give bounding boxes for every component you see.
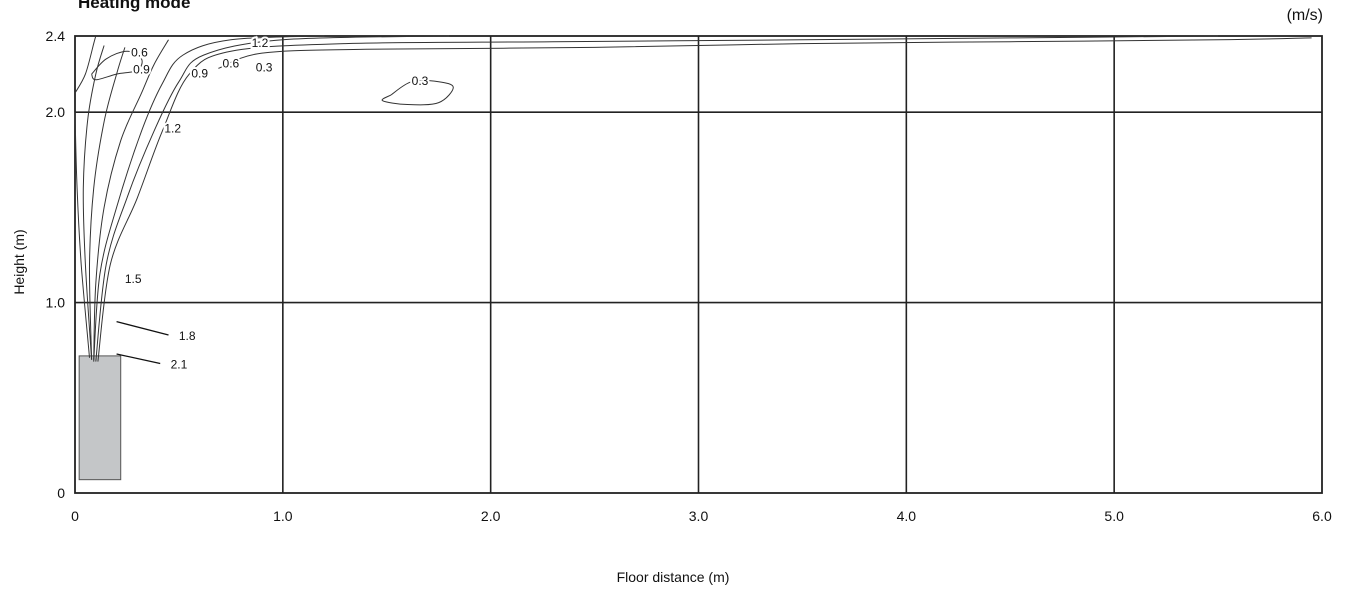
contour-label: 0.6	[223, 57, 240, 71]
x-tick-label: 1.0	[273, 508, 293, 524]
contour-line	[91, 50, 143, 81]
contour-label: 0.3	[412, 74, 429, 88]
x-axis-label: Floor distance (m)	[616, 569, 730, 585]
contour-line	[74, 35, 97, 94]
contour-line	[74, 112, 90, 358]
y-tick-label: 2.4	[46, 28, 66, 44]
x-tick-label: 3.0	[689, 508, 709, 524]
contour-line	[381, 79, 454, 106]
contour-line	[97, 35, 1219, 362]
leader-line	[116, 320, 169, 336]
leader-line	[116, 353, 161, 365]
contour-line	[93, 39, 169, 360]
x-tick-label: 5.0	[1104, 508, 1124, 524]
plot-frame	[74, 35, 1323, 494]
x-tick-label: 2.0	[481, 508, 501, 524]
y-axis-label: Height (m)	[11, 229, 27, 295]
y-tick-label: 0	[57, 485, 65, 501]
contour-label: 0.6	[131, 45, 148, 59]
contour-label: 1.2	[252, 36, 269, 50]
contour-label: 0.9	[133, 62, 150, 76]
contour-line	[82, 45, 105, 360]
contour-label: 1.8	[179, 329, 196, 343]
chart-title: Heating mode	[78, 0, 191, 12]
contour-label: 0.9	[191, 66, 208, 80]
y-tick-label: 2.0	[46, 104, 66, 120]
contour-label: 1.2	[164, 121, 181, 135]
contour-line	[93, 35, 325, 362]
y-tick-label: 1.0	[46, 295, 66, 311]
contour-line	[95, 35, 450, 362]
contour-label: 2.1	[171, 358, 188, 372]
x-tick-label: 0	[71, 508, 79, 524]
contour-label: 1.5	[125, 272, 142, 286]
contour-label: 0.3	[256, 61, 273, 75]
x-tick-label: 6.0	[1312, 508, 1332, 524]
unit-label: (m/s)	[1286, 7, 1323, 24]
contour-line	[218, 37, 1312, 69]
indoor-unit-block	[78, 355, 122, 481]
x-tick-label: 4.0	[897, 508, 917, 524]
